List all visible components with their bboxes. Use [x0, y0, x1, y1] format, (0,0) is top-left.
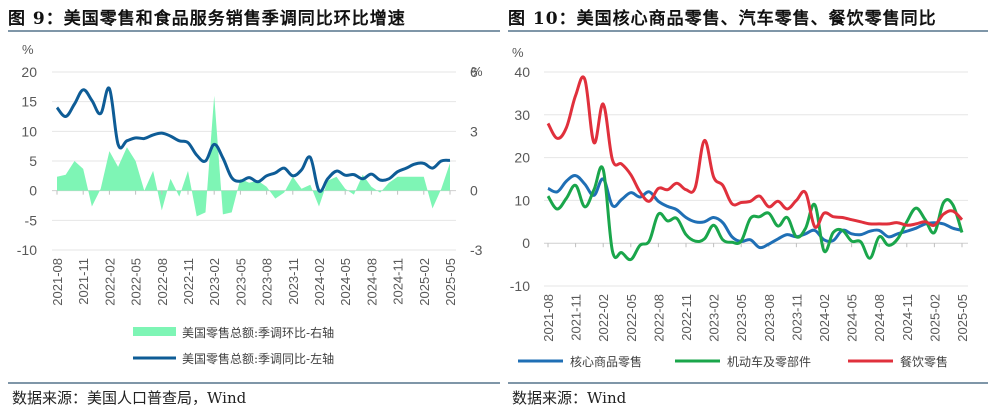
x-axis-label: 2022-11 [181, 258, 196, 305]
x-axis-label: 2022-02 [596, 294, 611, 342]
right-axis-tick: 0 [470, 183, 478, 199]
legend-label: 美国零售总额:季调同比-左轴 [182, 351, 334, 366]
x-axis-label: 2023-02 [207, 258, 222, 306]
legend-label: 核心商品零售 [570, 354, 642, 369]
source-divider [8, 382, 500, 384]
x-axis-label: 2024-11 [391, 258, 406, 305]
legend-swatch-area [133, 327, 176, 336]
figure-9-title: 图 9：美国零售和食品服务销售季调同比环比增速 [8, 9, 406, 29]
y-axis-tick: 40 [514, 64, 530, 80]
x-axis-label: 2021-08 [541, 294, 556, 342]
x-axis-label: 2021-11 [569, 294, 584, 341]
x-axis-label: 2022-05 [129, 258, 144, 306]
right-axis-tick: 6 [470, 64, 478, 80]
x-axis-label: 2022-02 [102, 258, 117, 306]
y-axis-tick: 30 [514, 107, 530, 123]
yoy-line-series [55, 86, 451, 193]
right-axis-tick: 3 [470, 123, 478, 139]
x-axis-label: 2023-11 [789, 294, 804, 341]
left-axis-tick: -10 [17, 242, 37, 258]
x-axis-label: 2023-02 [707, 294, 722, 342]
x-axis-label: 2024-05 [338, 258, 353, 306]
figure-9-source: 数据来源：美国人口普查局，Wind [12, 389, 247, 407]
axis-unit: % [512, 45, 524, 60]
x-axis-label: 2023-05 [233, 258, 248, 306]
left-axis-tick: 15 [21, 94, 37, 110]
legend-label: 美国零售总额:季调环比-右轴 [182, 325, 334, 340]
x-axis-label: 2022-08 [651, 294, 666, 342]
left-axis-unit: % [22, 42, 34, 57]
right-axis-unit: % [471, 64, 483, 79]
x-axis-label: 2024-08 [872, 294, 887, 342]
food-services-line-series [546, 75, 964, 229]
y-axis-tick: 0 [522, 235, 530, 251]
left-axis-tick: 10 [21, 123, 37, 139]
x-axis-label: 2025-05 [955, 294, 970, 342]
x-axis-label: 2024-08 [364, 258, 379, 306]
mom-area-series [57, 95, 450, 217]
left-axis-tick: 5 [29, 153, 37, 169]
x-axis-label: 2024-02 [312, 258, 327, 306]
x-axis-label: 2022-05 [624, 294, 639, 342]
x-axis-label: 2021-08 [50, 258, 65, 306]
left-axis-tick: 20 [21, 64, 37, 80]
legend-label: 餐饮零售 [900, 354, 948, 369]
source-divider [508, 382, 988, 384]
figure-10-source: 数据来源：Wind [512, 389, 627, 407]
x-axis-label: 2022-11 [679, 294, 694, 341]
x-axis-label: 2025-05 [443, 258, 458, 306]
title-divider [508, 30, 988, 32]
core-goods-line-series [547, 174, 963, 250]
x-axis-label: 2023-05 [734, 294, 749, 342]
left-axis-tick: -5 [25, 212, 38, 228]
x-axis-label: 2024-11 [900, 294, 915, 341]
figure-9-chart: %% 20 15 10 5 0 -5 -10 6 3 0 -3 2021-08 2021-11 2022-0… [17, 42, 483, 366]
x-axis-label: 2023-08 [260, 258, 275, 306]
x-axis-label: 2025-02 [417, 258, 432, 306]
x-axis-label: 2023-08 [762, 294, 777, 342]
motor-vehicle-line-series [546, 165, 964, 262]
right-axis-tick: -3 [470, 242, 483, 258]
figure-10-panel: 图 10：美国核心商品零售、汽车零售、餐饮零售同比 % 40 30 20 10 0 -10 2… [500, 0, 999, 412]
left-axis-tick: 0 [29, 183, 37, 199]
x-axis-label: 2024-02 [817, 294, 832, 342]
x-axis-label: 2023-11 [286, 258, 301, 305]
y-axis-tick: 20 [514, 150, 530, 166]
x-axis-label: 2025-02 [927, 294, 942, 342]
y-axis-tick: -10 [510, 278, 530, 294]
x-axis-label: 2022-08 [155, 258, 170, 306]
x-axis-label: 2021-11 [76, 258, 91, 305]
x-axis-label: 2024-05 [845, 294, 860, 342]
y-axis-tick: 10 [514, 192, 530, 208]
figure-10-title: 图 10：美国核心商品零售、汽车零售、餐饮零售同比 [508, 9, 937, 29]
legend-label: 机动车及零部件 [727, 354, 811, 369]
title-divider [8, 30, 500, 32]
figure-10-chart: % 40 30 20 10 0 -10 2021-08 2021-11 2022-02 2022-0… [510, 45, 970, 369]
figure-9-panel: 图 9：美国零售和食品服务销售季调同比环比增速 %% 20 15 10 5 0 -5 -10 6… [8, 9, 500, 407]
